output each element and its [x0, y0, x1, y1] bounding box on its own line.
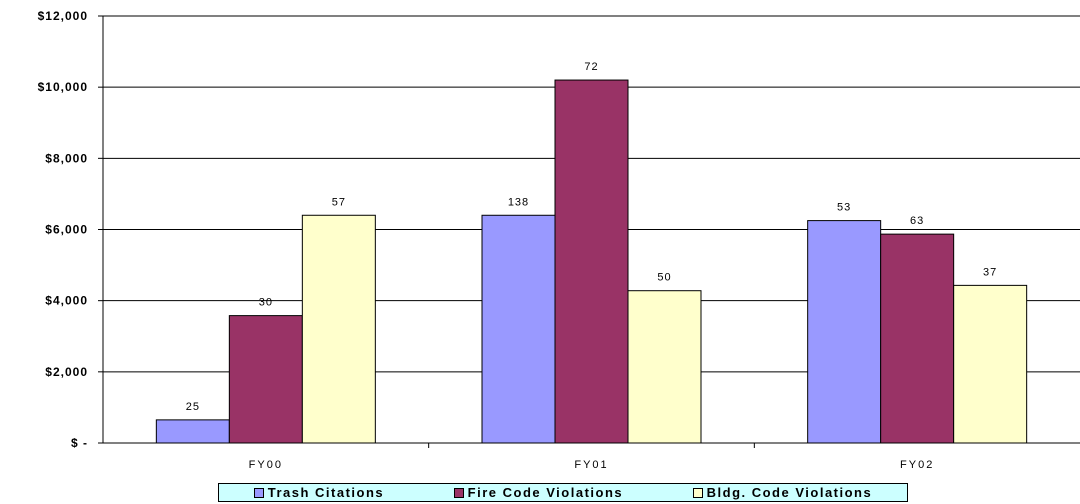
- legend-swatch: [692, 487, 703, 498]
- y-tick-label: $4,000: [45, 294, 88, 308]
- legend-item: Trash Citations: [253, 485, 385, 500]
- bar: [627, 290, 702, 444]
- legend-label: Bldg. Code Violations: [706, 485, 873, 500]
- bar: [228, 315, 303, 444]
- y-tick-label: $8,000: [45, 151, 88, 165]
- data-label: 30: [259, 297, 273, 309]
- data-label: 25: [186, 401, 200, 413]
- y-tick-label: $12,000: [38, 9, 88, 23]
- bar: [880, 233, 955, 444]
- legend-label: Fire Code Violations: [467, 485, 624, 500]
- legend-swatch: [453, 487, 464, 498]
- data-label: 63: [910, 215, 924, 227]
- legend-swatch: [253, 487, 264, 498]
- data-label: 37: [983, 266, 997, 278]
- legend-item: Bldg. Code Violations: [692, 485, 873, 500]
- bar: [301, 214, 376, 444]
- x-tick-label: FY01: [574, 459, 608, 471]
- y-tick-label: $2,000: [45, 365, 88, 379]
- bar: [554, 79, 629, 444]
- legend-label: Trash Citations: [267, 485, 385, 500]
- bar: [953, 284, 1028, 444]
- data-label: 57: [332, 196, 346, 208]
- x-tick-label: FY02: [900, 459, 934, 471]
- bar: [807, 220, 882, 444]
- data-label: 138: [508, 196, 529, 208]
- bar-chart: $ - $2,000 $4,000 $6,000 $8,000 $10,000 $12,00…: [38, 9, 1080, 471]
- bar: [155, 419, 230, 444]
- legend: Trash Citations Fire Code Violations Bldg.…: [218, 483, 908, 502]
- data-label: 72: [584, 61, 598, 73]
- data-label: 50: [657, 272, 671, 284]
- y-tick-label: $10,000: [38, 80, 88, 94]
- legend-item: Fire Code Violations: [453, 485, 624, 500]
- bar: [481, 214, 556, 444]
- y-tick-label: $ -: [71, 436, 88, 450]
- data-label: 53: [837, 202, 851, 214]
- x-tick-label: FY00: [249, 459, 283, 471]
- y-tick-label: $6,000: [45, 223, 88, 237]
